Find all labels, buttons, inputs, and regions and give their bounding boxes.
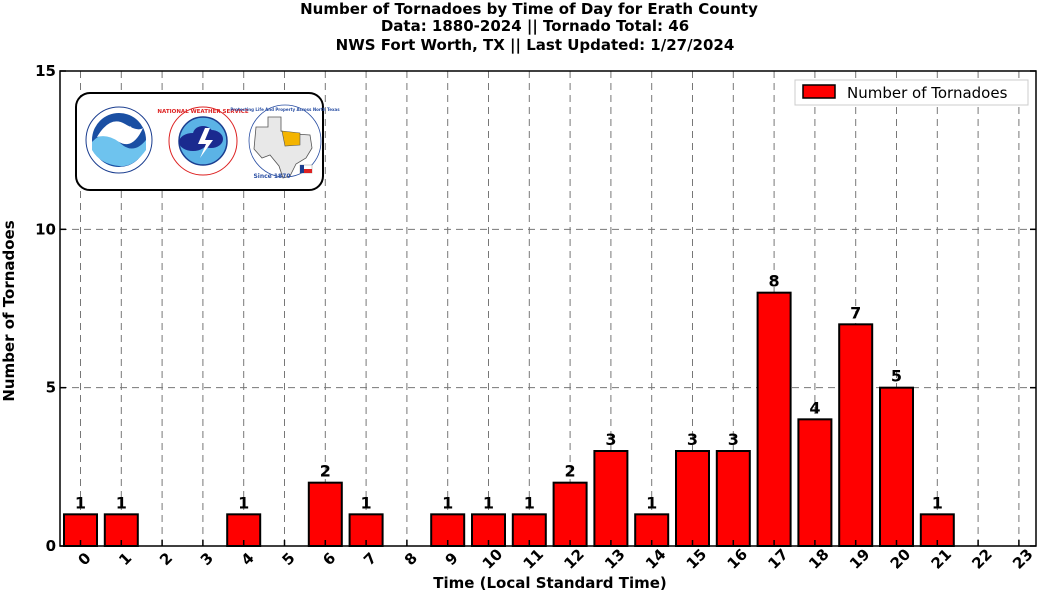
x-tick-label: 19 [846,545,873,572]
noaa-logo: NOAA [85,106,153,174]
y-tick-label: 10 [35,220,56,238]
x-tick-label: 21 [928,545,955,572]
legend: Number of Tornadoes [794,79,1029,106]
data-label-hour-13: 3 [605,430,616,449]
x-tick-label: 18 [805,545,832,572]
nws-logo-text: NATIONAL WEATHER SERVICE [157,109,248,115]
x-tick-label: 13 [601,545,628,572]
wfo-since-text: Since 1870 [253,173,290,180]
x-tick-label: 0 [74,549,94,569]
x-tick-label: 23 [1009,545,1036,572]
data-label-hour-18: 4 [809,398,820,417]
x-tick-label: 2 [156,549,176,569]
chart-subtitle-office: NWS Fort Worth, TX || Last Updated: 1/27… [336,36,735,55]
bar-hour-6 [307,481,343,547]
bar-hour-12 [552,481,588,547]
data-label-hour-20: 5 [891,367,902,386]
x-tick-label: 1 [115,549,135,569]
data-labels: 1 1 1 2 1 1 1 1 2 3 1 3 3 8 4 7 5 1 [75,272,943,513]
x-tick-label: 14 [642,545,669,572]
nws-logo: NATIONAL WEATHER SERVICE [157,106,249,176]
data-label-hour-11: 1 [524,493,535,512]
x-tick-label: 8 [401,549,421,569]
x-tick-label: 3 [197,549,217,569]
grid-lines [60,71,1036,546]
y-axis-label: Number of Tornadoes [0,220,18,401]
logo-panel: NOAA NATIONAL WEATHER SERVICE Pr [75,92,340,191]
data-label-hour-21: 1 [932,493,943,512]
bar-hour-17 [756,291,792,547]
wfo-logo-text: Protecting Life And Property Across Nort… [230,107,340,112]
x-tick-label: 12 [560,545,587,572]
data-label-hour-10: 1 [483,493,494,512]
data-label-hour-6: 2 [320,462,331,481]
data-label-hour-17: 8 [769,272,780,291]
x-tick-label: 17 [764,545,791,572]
x-tick-label: 5 [278,549,298,569]
bar-hour-20 [879,386,914,547]
x-tick-label: 16 [724,545,751,572]
y-tick-label: 5 [46,379,56,397]
chart-subtitle-data: Data: 1880-2024 || Tornado Total: 46 [381,17,689,36]
noaa-logo-text: NOAA [105,126,134,136]
legend-entry-label: Number of Tornadoes [847,84,1008,102]
data-label-hour-0: 1 [75,493,86,512]
data-label-hour-14: 1 [646,493,657,512]
x-tick-label: 10 [479,545,506,572]
plot-frame [59,70,1037,547]
bar-hour-18 [797,418,833,548]
x-tick-label: 22 [968,545,995,572]
data-label-hour-19: 7 [850,303,861,322]
chart-title: Number of Tornadoes by Time of Day for E… [300,0,758,18]
data-label-hour-15: 3 [687,430,698,449]
data-label-hour-7: 1 [361,493,372,512]
x-tick-label: 4 [238,549,258,569]
bar-hour-13 [593,450,629,547]
x-tick-label: 6 [319,549,339,569]
data-label-hour-16: 3 [728,430,739,449]
x-tick-label: 15 [683,545,710,572]
bar-hour-15 [675,450,710,547]
x-tick-label: 9 [442,549,462,569]
wfo-texas-logo: Protecting Life And Property Across Nort… [230,104,340,180]
y-tick-label: 15 [35,62,56,80]
data-label-hour-12: 2 [565,462,576,481]
bars [63,291,1036,548]
data-label-hour-4: 1 [238,493,249,512]
bar-hour-11 [511,513,547,547]
y-tick-label: 0 [46,537,56,555]
x-axis-label: Time (Local Standard Time) [433,574,667,592]
x-tick-label: 11 [520,545,547,572]
bar-hour-16 [715,450,751,547]
x-tick-label: 7 [360,549,380,569]
legend-swatch [802,84,836,99]
bar-hour-19 [838,323,874,548]
data-label-hour-9: 1 [442,493,453,512]
data-label-hour-1: 1 [116,493,127,512]
x-tick-label: 20 [887,545,914,572]
